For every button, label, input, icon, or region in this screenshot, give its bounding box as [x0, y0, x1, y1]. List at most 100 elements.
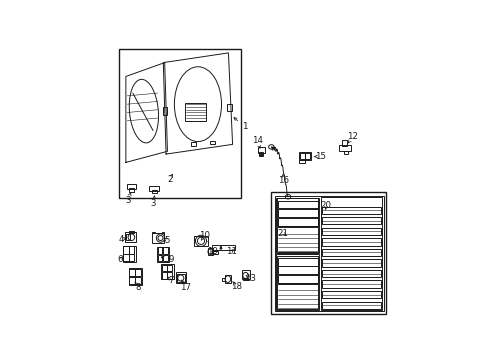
Bar: [212, 245, 234, 250]
Bar: [343, 151, 347, 154]
Bar: [123, 246, 128, 253]
Bar: [163, 107, 167, 115]
Bar: [321, 280, 380, 288]
Text: 18: 18: [230, 282, 241, 291]
Bar: [185, 103, 206, 121]
Bar: [257, 147, 264, 153]
Bar: [129, 231, 133, 233]
Text: 9: 9: [168, 256, 173, 265]
Text: 3: 3: [150, 199, 156, 208]
Bar: [277, 227, 318, 252]
Bar: [276, 255, 319, 310]
Bar: [321, 302, 380, 309]
Text: 14: 14: [251, 136, 262, 145]
Bar: [222, 278, 225, 281]
Text: 15: 15: [314, 152, 325, 161]
Bar: [321, 207, 380, 214]
Bar: [321, 291, 380, 298]
Bar: [162, 232, 164, 233]
Bar: [271, 192, 386, 314]
Polygon shape: [220, 246, 222, 249]
Bar: [152, 232, 155, 233]
Text: 17: 17: [180, 283, 191, 292]
Bar: [175, 272, 186, 283]
Text: 8: 8: [135, 283, 140, 292]
Bar: [241, 270, 249, 279]
Bar: [122, 246, 136, 262]
Text: 2: 2: [166, 175, 172, 184]
Bar: [129, 269, 135, 276]
Text: 10: 10: [199, 231, 209, 240]
Bar: [125, 232, 136, 242]
Bar: [342, 140, 346, 146]
Bar: [305, 153, 309, 159]
Text: 5: 5: [164, 236, 170, 245]
Bar: [321, 238, 380, 246]
Bar: [277, 275, 317, 283]
Bar: [149, 186, 158, 191]
Bar: [277, 201, 317, 208]
Text: 16: 16: [278, 176, 289, 185]
Bar: [274, 196, 383, 311]
Bar: [226, 104, 232, 111]
Bar: [276, 198, 319, 253]
Text: 11: 11: [226, 247, 237, 256]
Bar: [321, 260, 380, 267]
Bar: [129, 254, 134, 261]
Bar: [191, 141, 196, 146]
Bar: [151, 190, 156, 193]
Bar: [129, 188, 133, 192]
Bar: [128, 268, 142, 285]
Bar: [277, 198, 318, 226]
Bar: [157, 247, 169, 262]
Text: 6: 6: [117, 256, 123, 265]
Bar: [158, 255, 162, 261]
Bar: [277, 258, 317, 266]
Bar: [167, 272, 172, 279]
Bar: [259, 154, 262, 156]
Text: 20: 20: [320, 201, 331, 210]
Text: 7: 7: [168, 276, 173, 285]
Bar: [161, 264, 173, 279]
Bar: [224, 275, 231, 283]
Bar: [277, 209, 317, 217]
Text: 21: 21: [277, 229, 288, 238]
Bar: [300, 153, 305, 159]
Bar: [339, 145, 350, 151]
Text: 1: 1: [242, 122, 247, 131]
Bar: [158, 247, 162, 254]
Text: 4: 4: [119, 235, 124, 244]
Bar: [163, 255, 167, 261]
Bar: [123, 254, 128, 261]
Bar: [162, 272, 166, 279]
Bar: [119, 49, 241, 198]
Bar: [320, 197, 382, 310]
Bar: [259, 152, 263, 155]
Bar: [129, 246, 134, 253]
Bar: [277, 284, 318, 309]
Bar: [152, 233, 164, 243]
Bar: [210, 141, 215, 144]
Bar: [135, 269, 140, 276]
Text: 19: 19: [207, 247, 218, 256]
Bar: [176, 274, 184, 283]
Bar: [299, 152, 311, 160]
Bar: [212, 251, 218, 254]
Bar: [321, 270, 380, 277]
Bar: [277, 266, 317, 274]
Bar: [127, 184, 135, 189]
Bar: [194, 235, 207, 246]
Bar: [321, 249, 380, 256]
Bar: [208, 248, 212, 255]
Bar: [277, 218, 317, 226]
Text: 3: 3: [125, 196, 130, 205]
Bar: [135, 277, 140, 284]
Bar: [129, 277, 135, 284]
Bar: [126, 234, 130, 240]
Bar: [277, 256, 318, 283]
Bar: [299, 159, 304, 163]
Bar: [243, 278, 247, 280]
Text: 12: 12: [346, 132, 357, 141]
Bar: [321, 217, 380, 225]
Bar: [167, 265, 172, 271]
